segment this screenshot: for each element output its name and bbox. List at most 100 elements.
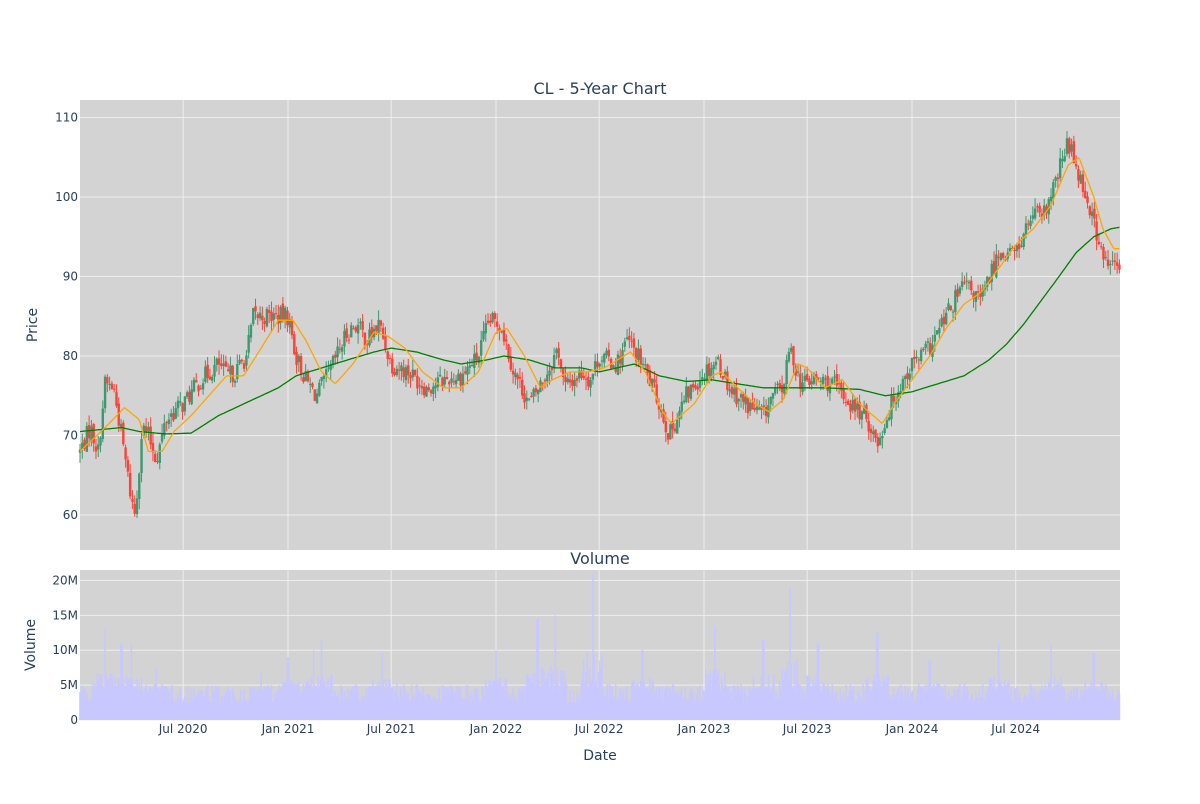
candle-body xyxy=(231,365,234,382)
candle-body xyxy=(901,378,905,391)
candle-body xyxy=(144,426,148,433)
volume-bar xyxy=(432,696,435,720)
candle-body xyxy=(432,386,435,394)
volume-bar xyxy=(899,684,902,720)
volume-bar xyxy=(937,684,940,720)
volume-bar xyxy=(256,688,259,720)
volume-bar xyxy=(517,687,520,720)
volume-bar xyxy=(212,692,215,720)
volume-bar xyxy=(473,689,476,720)
candle-body xyxy=(1013,250,1016,252)
volume-bar xyxy=(351,686,354,720)
volume-bar xyxy=(329,676,332,720)
candle-body xyxy=(304,371,307,381)
candle-body xyxy=(336,346,339,358)
volume-bar xyxy=(976,696,978,720)
volume-bar xyxy=(1035,699,1038,720)
volume-bar xyxy=(709,670,712,720)
volume-bar xyxy=(1027,697,1030,720)
volume-bar xyxy=(1115,700,1117,720)
volume-bar xyxy=(630,684,633,720)
candle-body xyxy=(233,380,237,383)
volume-bar xyxy=(294,684,297,720)
candle-body xyxy=(787,351,791,362)
volume-bar xyxy=(115,686,118,720)
candle-body xyxy=(1031,215,1035,219)
volume-bar xyxy=(263,685,266,720)
volume-bar xyxy=(871,688,873,720)
volume-bar xyxy=(203,697,206,720)
volume-bar xyxy=(1086,690,1089,720)
volume-bar xyxy=(757,687,759,720)
volume-bar xyxy=(530,683,533,720)
volume-bar xyxy=(985,693,987,720)
volume-bar xyxy=(904,685,906,720)
candle-body xyxy=(591,373,595,380)
candle-body xyxy=(815,374,818,379)
candle-body xyxy=(689,384,693,399)
candle-body xyxy=(596,361,599,368)
volume-bar xyxy=(1057,682,1059,720)
candle-body xyxy=(224,361,228,367)
volume-bar xyxy=(948,701,951,720)
volume-bar xyxy=(393,691,396,720)
candle-body xyxy=(995,254,998,278)
volume-bar xyxy=(396,683,398,720)
volume-bar xyxy=(645,687,648,720)
volume-bar xyxy=(384,679,387,720)
candle-body xyxy=(655,384,658,403)
candle-body xyxy=(623,341,626,347)
volume-bar xyxy=(778,680,781,720)
volume-bar xyxy=(268,686,270,720)
volume-bar xyxy=(303,689,306,720)
volume-bar xyxy=(586,651,588,720)
volume-bar xyxy=(209,702,211,720)
volume-bar xyxy=(873,674,876,720)
candle-body xyxy=(142,425,146,437)
volume-bar xyxy=(597,671,600,720)
volume-bar xyxy=(1101,681,1104,720)
volume-bar xyxy=(250,688,252,720)
volume-bar xyxy=(720,678,723,720)
candle-body xyxy=(676,419,679,434)
candle-body xyxy=(707,363,711,377)
volume-bar xyxy=(1112,697,1115,720)
candle-body xyxy=(844,401,848,403)
candle-body xyxy=(457,373,460,381)
candle-body xyxy=(664,421,668,433)
candle-body xyxy=(450,378,453,383)
candle-body xyxy=(188,391,191,402)
candle-body xyxy=(329,363,332,370)
volume-bar xyxy=(915,696,918,720)
volume-bar xyxy=(124,686,127,720)
volume-bar xyxy=(564,673,567,720)
volume-bar xyxy=(149,687,152,720)
candle-body xyxy=(352,328,355,330)
volume-bar xyxy=(103,690,105,720)
volume-bar xyxy=(946,699,949,720)
volume-bar xyxy=(799,684,802,720)
volume-bar xyxy=(1062,687,1065,720)
volume-bar xyxy=(957,687,960,720)
price-chart-title: CL - 5-Year Chart xyxy=(533,79,666,98)
candle-body xyxy=(154,453,157,463)
volume-bar xyxy=(545,678,547,720)
volume-bar xyxy=(119,681,121,720)
candle-body xyxy=(1106,259,1110,266)
volume-bar xyxy=(551,673,553,720)
volume-bar xyxy=(96,673,98,720)
candle-body xyxy=(671,421,674,430)
volume-bar xyxy=(482,688,485,720)
candle-body xyxy=(685,386,688,403)
x-tick-label: Jul 2023 xyxy=(782,722,832,736)
volume-bar xyxy=(959,684,961,720)
candle-body xyxy=(466,366,469,375)
volume-bar xyxy=(304,683,307,720)
volume-bar xyxy=(219,702,221,720)
volume-bar xyxy=(431,699,433,720)
candle-body xyxy=(1047,199,1050,215)
volume-bar xyxy=(1047,681,1050,720)
volume-bar xyxy=(617,696,619,720)
volume-bar xyxy=(636,683,639,720)
volume-bar xyxy=(511,693,513,720)
